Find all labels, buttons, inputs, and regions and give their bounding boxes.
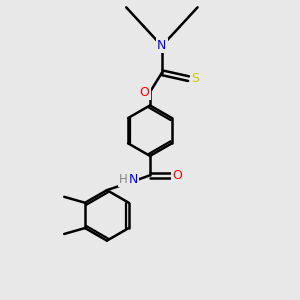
Text: H: H bbox=[119, 173, 128, 186]
Text: S: S bbox=[191, 72, 199, 85]
Text: N: N bbox=[157, 40, 167, 52]
Text: O: O bbox=[140, 85, 150, 98]
Text: O: O bbox=[172, 169, 182, 182]
Text: N: N bbox=[128, 173, 138, 186]
